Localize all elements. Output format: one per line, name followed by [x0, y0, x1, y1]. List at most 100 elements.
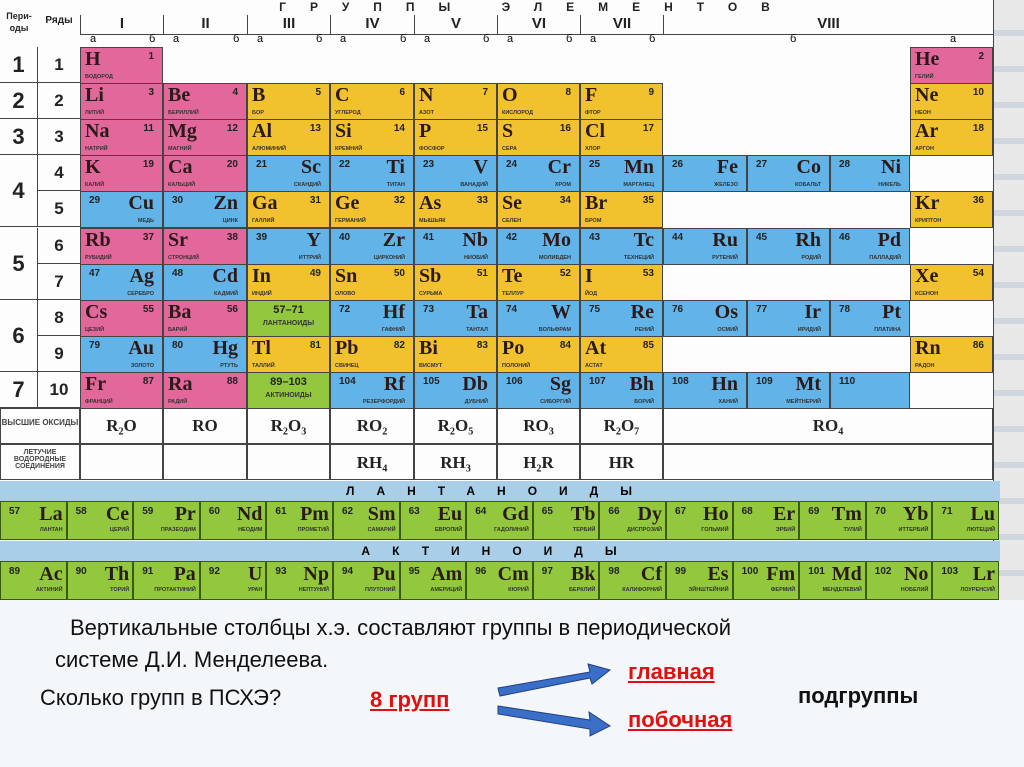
element-cell[interactable]: F 9 ФТОР: [580, 83, 663, 121]
element-cell[interactable]: Te 52 ТЕЛЛУР: [497, 263, 580, 301]
element-cell[interactable]: 97 Bk БЕРКЛИЙ: [532, 561, 600, 600]
element-cell[interactable]: Bi 83 ВИСМУТ: [414, 335, 497, 373]
element-cell[interactable]: He 2 ГЕЛИЙ: [910, 47, 993, 84]
element-cell[interactable]: N 7 АЗОТ: [414, 83, 497, 121]
element-cell[interactable]: Hg 80 РТУТЬ: [163, 335, 247, 373]
element-cell[interactable]: Xe 54 КСЕНОН: [910, 263, 993, 301]
element-cell[interactable]: 60 Nd НЕОДИМ: [199, 501, 267, 540]
element-cell[interactable]: At 85 АСТАТ: [580, 335, 663, 373]
element-cell[interactable]: 71 Lu ЛЮТЕЦИЙ: [932, 501, 999, 540]
element-cell[interactable]: In 49 ИНДИЙ: [247, 263, 330, 301]
element-cell[interactable]: Ar 18 АРГОН: [910, 119, 993, 157]
element-cell[interactable]: Mg 12 МАГНИЙ: [163, 119, 247, 157]
element-cell[interactable]: Si 14 КРЕМНИЙ: [330, 119, 414, 157]
element-cell[interactable]: Ag 47 СЕРЕБРО: [80, 263, 163, 301]
element-cell[interactable]: Bh 107 БОРИЙ: [580, 371, 663, 409]
element-cell[interactable]: 89 Ac АКТИНИЙ: [0, 561, 67, 600]
element-cell[interactable]: Os 76 ОСМИЙ: [663, 299, 747, 337]
element-cell[interactable]: 93 Np НЕПТУНИЙ: [266, 561, 333, 600]
element-cell[interactable]: Ta 73 ТАНТАЛ: [414, 299, 497, 337]
element-cell[interactable]: 62 Sm САМАРИЙ: [333, 501, 400, 540]
element-cell[interactable]: Fe 26 ЖЕЛЕЗО: [663, 155, 747, 193]
element-cell[interactable]: 66 Dy ДИСПРОЗИЙ: [599, 501, 666, 540]
element-cell[interactable]: Ne 10 НЕОН: [910, 83, 993, 121]
element-cell[interactable]: Ga 31 ГАЛЛИЙ: [247, 191, 330, 229]
element-cell[interactable]: Re 75 РЕНИЙ: [580, 299, 663, 337]
element-cell[interactable]: P 15 ФОСФОР: [414, 119, 497, 157]
element-cell[interactable]: 94 Pu ПЛУТОНИЙ: [333, 561, 400, 600]
element-cell[interactable]: Sc 21 СКАНДИЙ: [247, 155, 330, 193]
element-cell[interactable]: 59 Pr ПРАЗЕОДИМ: [133, 501, 200, 540]
element-cell[interactable]: Zr 40 ЦИРКОНИЙ: [330, 227, 414, 265]
element-cell[interactable]: Tc 43 ТЕХНЕЦИЙ: [580, 227, 663, 265]
element-cell[interactable]: Ni 28 НИКЕЛЬ: [830, 155, 910, 193]
element-cell[interactable]: 64 Gd ГАДОЛИНИЙ: [466, 501, 533, 540]
element-cell[interactable]: Pt 78 ПЛАТИНА: [830, 299, 910, 337]
element-cell[interactable]: Ir 77 ИРИДИЙ: [747, 299, 830, 337]
element-cell[interactable]: Mn 25 МАРГАНЕЦ: [580, 155, 663, 193]
element-cell[interactable]: 90 Th ТОРИЙ: [66, 561, 134, 600]
element-cell[interactable]: 96 Cm КЮРИЙ: [466, 561, 533, 600]
element-cell[interactable]: K 19 КАЛИЙ: [80, 155, 163, 193]
element-cell[interactable]: 67 Ho ГОЛЬМИЙ: [666, 501, 733, 540]
element-cell[interactable]: Rf 104 РЕЗЕРФОРДИЙ: [330, 371, 414, 409]
element-cell[interactable]: Ra 88 РАДИЙ: [163, 371, 247, 409]
element-cell[interactable]: Co 27 КОБАЛЬТ: [747, 155, 830, 193]
element-cell[interactable]: Kr 36 КРИПТОН: [910, 191, 993, 229]
element-cell[interactable]: Zn 30 ЦИНК: [163, 191, 247, 229]
element-cell[interactable]: Ba 56 БАРИЙ: [163, 299, 247, 337]
element-cell[interactable]: Db 105 ДУБНИЙ: [414, 371, 497, 409]
element-cell[interactable]: Al 13 АЛЮМИНИЙ: [247, 119, 330, 157]
element-cell[interactable]: Tl 81 ТАЛЛИЙ: [247, 335, 330, 373]
element-cell[interactable]: 101 Md МЕНДЕЛЕВИЙ: [799, 561, 866, 600]
element-cell[interactable]: 57–71 ЛАНТАНОИДЫ: [247, 299, 330, 337]
element-cell[interactable]: Mo 42 МОЛИБДЕН: [497, 227, 580, 265]
element-cell[interactable]: Mt 109 МЕЙТНЕРИЙ: [747, 371, 830, 409]
element-cell[interactable]: 110: [830, 371, 910, 409]
element-cell[interactable]: W 74 ВОЛЬФРАМ: [497, 299, 580, 337]
element-cell[interactable]: Nb 41 НИОБИЙ: [414, 227, 497, 265]
element-cell[interactable]: Br 35 БРОМ: [580, 191, 663, 229]
element-cell[interactable]: 102 No НОБЕЛИЙ: [865, 561, 933, 600]
element-cell[interactable]: Ca 20 КАЛЬЦИЙ: [163, 155, 247, 193]
element-cell[interactable]: Hf 72 ГАФНИЙ: [330, 299, 414, 337]
element-cell[interactable]: Ge 32 ГЕРМАНИЙ: [330, 191, 414, 229]
element-cell[interactable]: 99 Es ЭЙНШТЕЙНИЙ: [666, 561, 733, 600]
element-cell[interactable]: C 6 УГЛЕРОД: [330, 83, 414, 121]
element-cell[interactable]: Sr 38 СТРОНЦИЙ: [163, 227, 247, 265]
element-cell[interactable]: O 8 КИСЛОРОД: [497, 83, 580, 121]
element-cell[interactable]: Hn 108 ХАНИЙ: [663, 371, 747, 409]
element-cell[interactable]: Cr 24 ХРОМ: [497, 155, 580, 193]
element-cell[interactable]: Ti 22 ТИТАН: [330, 155, 414, 193]
element-cell[interactable]: 61 Pm ПРОМЕТИЙ: [266, 501, 333, 540]
element-cell[interactable]: 92 U УРАН: [199, 561, 267, 600]
element-cell[interactable]: H 1 ВОДОРОД: [80, 47, 163, 84]
element-cell[interactable]: Ru 44 РУТЕНИЙ: [663, 227, 747, 265]
element-cell[interactable]: Rh 45 РОДИЙ: [747, 227, 830, 265]
element-cell[interactable]: 57 La ЛАНТАН: [0, 501, 67, 540]
element-cell[interactable]: Cu 29 МЕДЬ: [80, 191, 163, 229]
element-cell[interactable]: Rn 86 РАДОН: [910, 335, 993, 373]
element-cell[interactable]: Au 79 ЗОЛОТО: [80, 335, 163, 373]
element-cell[interactable]: Pb 82 СВИНЕЦ: [330, 335, 414, 373]
element-cell[interactable]: Sg 106 СИБОРГИЙ: [497, 371, 580, 409]
element-cell[interactable]: 69 Tm ТУЛИЙ: [799, 501, 866, 540]
element-cell[interactable]: V 23 ВАНАДИЙ: [414, 155, 497, 193]
element-cell[interactable]: Cs 55 ЦЕЗИЙ: [80, 299, 163, 337]
element-cell[interactable]: 58 Ce ЦЕРИЙ: [66, 501, 134, 540]
element-cell[interactable]: Fr 87 ФРАНЦИЙ: [80, 371, 163, 409]
element-cell[interactable]: S 16 СЕРА: [497, 119, 580, 157]
element-cell[interactable]: Se 34 СЕЛЕН: [497, 191, 580, 229]
element-cell[interactable]: Po 84 ПОЛОНИЙ: [497, 335, 580, 373]
element-cell[interactable]: Cd 48 КАДМИЙ: [163, 263, 247, 301]
element-cell[interactable]: Be 4 БЕРИЛЛИЙ: [163, 83, 247, 121]
element-cell[interactable]: As 33 МЫШЬЯК: [414, 191, 497, 229]
element-cell[interactable]: Pd 46 ПАЛЛАДИЙ: [830, 227, 910, 265]
element-cell[interactable]: Sn 50 ОЛОВО: [330, 263, 414, 301]
element-cell[interactable]: 98 Cf КАЛИФОРНИЙ: [599, 561, 666, 600]
element-cell[interactable]: 63 Eu ЕВРОПИЙ: [399, 501, 467, 540]
element-cell[interactable]: Cl 17 ХЛОР: [580, 119, 663, 157]
element-cell[interactable]: 70 Yb ИТТЕРБИЙ: [865, 501, 933, 540]
element-cell[interactable]: 91 Pa ПРОТАКТИНИЙ: [133, 561, 200, 600]
element-cell[interactable]: 100 Fm ФЕРМИЙ: [732, 561, 800, 600]
